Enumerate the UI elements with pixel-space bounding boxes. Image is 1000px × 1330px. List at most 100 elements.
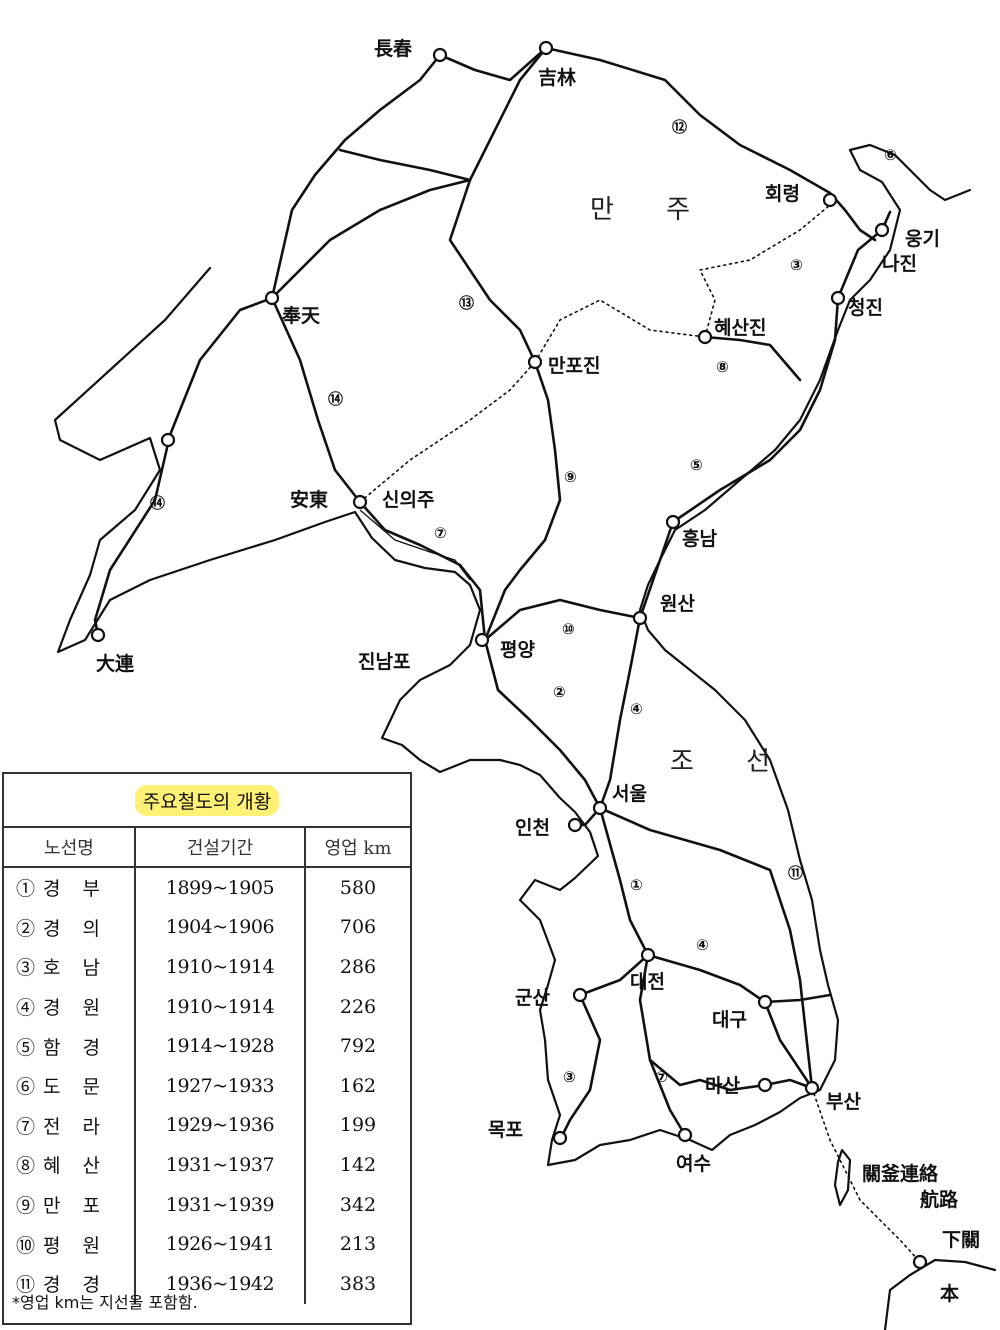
- cell-name: ③호 남: [4, 947, 136, 987]
- table-footnote: *영업 km는 지선을 포함함.: [12, 1293, 198, 1312]
- region-manchuria: 만 주: [590, 195, 712, 225]
- city-wonsan: 원산: [660, 593, 695, 615]
- cell-name: ⑥도 문: [4, 1065, 136, 1106]
- cell-period: 1931~1937: [135, 1145, 306, 1185]
- header-route-name: 노선명: [4, 828, 136, 868]
- route-label-7: ⑦: [655, 1068, 668, 1086]
- cell-period: 1927~1933: [135, 1065, 306, 1106]
- route-labels: ① ② ③ ④ ⑤ ⑥ ⑦ ⑧ ⑨ ⑩ ⑪ ⑫ ⑬ ⑭ ⑭ ⑦ ③ ④: [150, 118, 897, 1086]
- cell-km: 580: [339, 876, 377, 899]
- route-label-11: ⑪: [788, 864, 803, 882]
- cell-km: 706: [339, 916, 377, 939]
- city-busan: 부산: [826, 1091, 861, 1113]
- cell-period: 1899~1905: [135, 867, 306, 908]
- route-label-14b: ⑭: [328, 390, 343, 408]
- cell-name: ⑧혜 산: [4, 1145, 136, 1185]
- table-row: ③호 남 1910~1914 286: [4, 947, 410, 987]
- cell-km: 162: [339, 1074, 377, 1097]
- cell-period: 1910~1914: [135, 986, 306, 1027]
- cell-km: 286: [339, 955, 377, 978]
- city-ferry-line: 關釜連絡: [862, 1162, 939, 1185]
- header-km: 영업 km: [305, 828, 410, 868]
- table-row: ④경 원 1910~1914 226: [4, 986, 410, 1027]
- city-daejeon: 대전: [630, 971, 665, 993]
- cell-period: 1914~1928: [135, 1026, 306, 1066]
- table-row: ⑥도 문 1927~1933 162: [4, 1065, 410, 1106]
- coastline-northeast: [848, 143, 972, 202]
- cell-km: 226: [339, 995, 377, 1018]
- table-row: ⑩평 원 1926~1941 213: [4, 1224, 410, 1264]
- city-fengtian: 奉天: [281, 304, 321, 327]
- route-label-8: ⑧: [716, 358, 729, 376]
- route-label-2: ②: [553, 683, 566, 701]
- cell-km: 342: [339, 1193, 377, 1216]
- table-row: ⑤함 경 1914~1928 792: [4, 1026, 410, 1066]
- railway-table: 노선명 건설기간 영업 km ①경 부 1899~1905 580 ②경 의 1904…: [4, 828, 410, 1304]
- route-label-13: ⑬: [459, 294, 474, 312]
- route-label-5: ⑤: [690, 456, 703, 474]
- city-seoul: 서울: [612, 783, 647, 805]
- cell-km: 199: [339, 1114, 377, 1137]
- cell-period: 1929~1936: [135, 1105, 306, 1146]
- city-najin: 나진: [882, 253, 917, 275]
- route-label-4: ④: [630, 700, 643, 718]
- city-manpojin: 만포진: [548, 355, 600, 377]
- route-label-4b: ④: [696, 936, 709, 954]
- route-label-6: ⑥: [884, 146, 897, 164]
- cell-period: 1926~1941: [135, 1224, 306, 1264]
- city-andong: 安東: [290, 488, 328, 511]
- city-yeosu: 여수: [676, 1153, 711, 1175]
- route-label-7b: ⑦: [434, 524, 447, 542]
- city-jilin: 吉林: [538, 66, 576, 89]
- table-row: ⑧혜 산 1931~1937 142: [4, 1145, 410, 1185]
- city-sinuiju: 신의주: [382, 489, 434, 511]
- route-label-3: ③: [563, 1068, 576, 1086]
- cell-name: ⑤함 경: [4, 1026, 136, 1066]
- header-period: 건설기간: [135, 828, 306, 868]
- city-shimonoseki: 下關: [942, 1229, 980, 1251]
- city-dalian: 大連: [96, 652, 135, 675]
- cell-name: ⑨만 포: [4, 1184, 136, 1225]
- city-ferry-route: 航路: [920, 1188, 959, 1211]
- cell-km: 142: [339, 1153, 377, 1176]
- route-label-9: ⑨: [564, 468, 577, 486]
- rail-lines: [93, 46, 892, 1142]
- route-label-10: ⑩: [562, 620, 575, 638]
- table-header-row: 노선명 건설기간 영업 km: [4, 828, 410, 868]
- city-hyesanjin: 혜산진: [714, 317, 766, 339]
- cell-period: 1931~1939: [135, 1184, 306, 1225]
- cell-name: ⑦전 라: [4, 1105, 136, 1146]
- stations: [90, 40, 928, 1270]
- city-mokpo: 목포: [488, 1119, 523, 1141]
- city-unggi: 웅기: [905, 228, 940, 250]
- city-daegu: 대구: [712, 1009, 747, 1031]
- route-label-12: ⑫: [672, 118, 687, 136]
- city-incheon: 인천: [515, 817, 550, 839]
- table-row: ②경 의 1904~1906 706: [4, 907, 410, 948]
- city-chongjin: 청진: [848, 297, 883, 319]
- table-title-text: 주요철도의 개황: [134, 784, 280, 816]
- dotted-routes: [359, 204, 921, 1263]
- route-label-3b: ③: [790, 256, 803, 274]
- city-gunsan: 군산: [515, 987, 550, 1009]
- island: [833, 1148, 852, 1207]
- cell-km: 383: [339, 1272, 377, 1295]
- cell-period: 1910~1914: [135, 947, 306, 987]
- city-hungnam: 흥남: [682, 527, 717, 550]
- cell-period: 1904~1906: [135, 907, 306, 948]
- city-changchun: 長春: [374, 37, 412, 60]
- route-label-1: ①: [630, 876, 643, 894]
- cell-name: ①경 부: [4, 867, 136, 908]
- table-row: ⑨만 포 1931~1939 342: [4, 1184, 410, 1225]
- cell-period: 1936~1942: [135, 1263, 306, 1304]
- route-label-14: ⑭: [150, 494, 165, 512]
- cell-km: 792: [339, 1035, 377, 1058]
- cell-name: ②경 의: [4, 907, 136, 948]
- region-korea: 조 선: [670, 747, 792, 777]
- table-title: 주요철도의 개황: [4, 774, 410, 828]
- railway-summary-table: 주요철도의 개황 노선명 건설기간 영업 km ①경 부 1899~1905 580…: [2, 772, 412, 1325]
- cell-name: ⑩평 원: [4, 1224, 136, 1264]
- cell-km: 213: [339, 1233, 377, 1256]
- cell-name: ⑪경 경: [4, 1263, 136, 1304]
